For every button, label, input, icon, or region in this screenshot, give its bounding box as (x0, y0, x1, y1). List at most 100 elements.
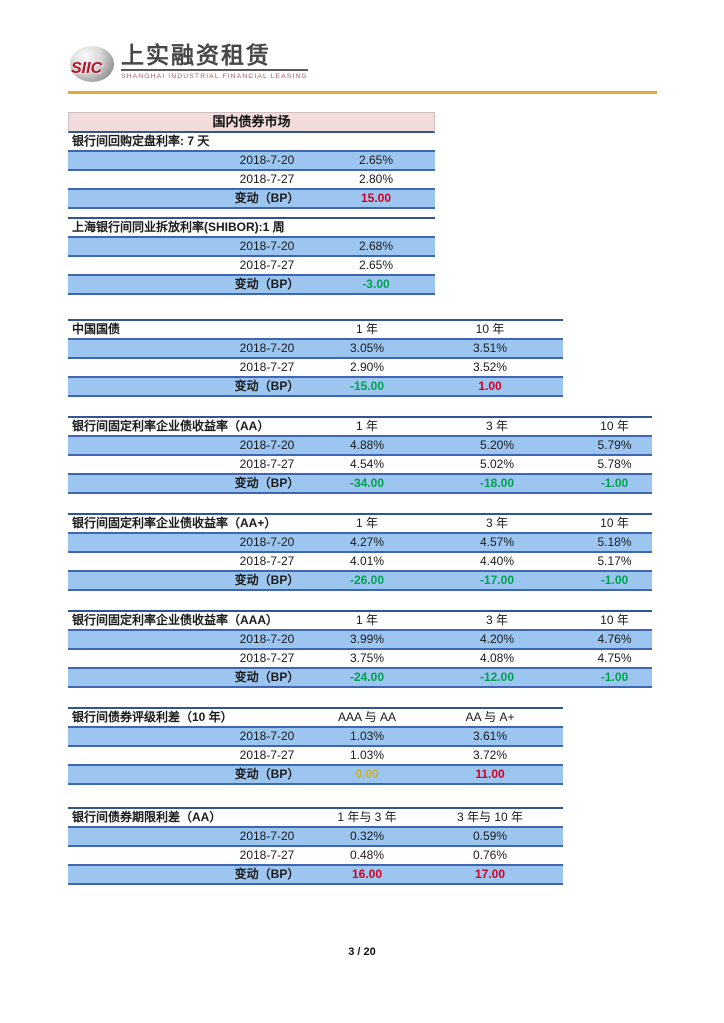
table-interbank-repo-rate: 银行间回购定盘利率: 7 天 2018-7-20 2.65% 2018-7-27 2… (68, 133, 435, 209)
column-header: 1 年 (355, 516, 378, 530)
value-cell: 5.02% (479, 457, 515, 471)
change-label: 变动（BP） (234, 476, 300, 490)
change-label: 变动（BP） (234, 379, 300, 393)
table-label: 银行间回购定盘利率: 7 天 (72, 134, 210, 148)
change-value: -17.00 (479, 573, 515, 587)
table-label: 中国国债 (72, 322, 121, 336)
company-name-en: SHANGHAI INDUSTRIAL FINANCIAL LEASING (121, 73, 308, 81)
table-row: 2018-7-20 0.32% 0.59% (68, 828, 563, 847)
value-cell: 2.65% (358, 258, 394, 272)
change-value: 16.00 (351, 867, 383, 881)
table-label-row: 银行间回购定盘利率: 7 天 (68, 133, 435, 152)
value-cell: 5.20% (479, 438, 515, 452)
value-cell: 5.78% (597, 457, 632, 471)
value-cell: 2.68% (358, 239, 394, 253)
date-cell: 2018-7-27 (239, 258, 295, 272)
column-header: 3 年 (485, 613, 508, 627)
table-header-row: 银行间债券评级利差（10 年） AAA 与 AA AA 与 A+ (68, 709, 563, 728)
change-value: 15.00 (360, 191, 392, 205)
value-cell: 3.05% (349, 341, 385, 355)
date-cell: 2018-7-20 (239, 632, 295, 646)
change-row: 变动（BP） 0.00 11.00 (68, 766, 563, 785)
change-value: 17.00 (474, 867, 506, 881)
column-header: AAA 与 AA (337, 710, 397, 724)
value-cell: 5.18% (597, 535, 632, 549)
table-row: 2018-7-27 1.03% 3.72% (68, 747, 563, 766)
date-cell: 2018-7-27 (239, 457, 295, 471)
table-header-row: 银行间固定利率企业债收益率（AA） 1 年 3 年 10 年 (68, 418, 652, 437)
change-row: 变动（BP） 16.00 17.00 (68, 866, 563, 885)
date-cell: 2018-7-27 (239, 360, 295, 374)
siic-wordmark: SIIC (71, 60, 103, 77)
date-cell: 2018-7-20 (239, 829, 295, 843)
table-label: 银行间债券期限利差（AA） (72, 810, 222, 824)
value-cell: 3.52% (472, 360, 508, 374)
value-cell: 3.75% (349, 651, 385, 665)
column-header: 10 年 (600, 419, 629, 433)
table-row: 2018-7-20 2.68% (68, 238, 435, 257)
table-china-govt-bond: 中国国债 1 年 10 年 2018-7-20 3.05% 3.51% 2018-7-2… (68, 319, 563, 397)
table-rating-spread-10y: 银行间债券评级利差（10 年） AAA 与 AA AA 与 A+ 2018-7-20… (68, 707, 563, 785)
change-label: 变动（BP） (234, 670, 300, 684)
siic-globe-icon: SIIC (70, 46, 114, 82)
change-row: 变动（BP） 15.00 (68, 190, 435, 209)
date-cell: 2018-7-27 (239, 172, 295, 186)
value-cell: 4.75% (597, 651, 632, 665)
change-value: 1.00 (478, 379, 502, 393)
change-label: 变动（BP） (234, 277, 300, 291)
table-term-spread-aa: 银行间债券期限利差（AA） 1 年与 3 年 3 年与 10 年 2018-7-20… (68, 807, 563, 885)
column-header: 3 年与 10 年 (456, 810, 524, 824)
value-cell: 4.20% (479, 632, 515, 646)
company-name-cn: 上实融资租赁 (121, 42, 308, 72)
table-header-row: 银行间固定利率企业债收益率（AAA） 1 年 3 年 10 年 (68, 612, 652, 631)
change-row: 变动（BP） -24.00 -12.00 -1.00 (68, 669, 652, 688)
table-label: 银行间固定利率企业债收益率（AA） (72, 419, 270, 433)
report-body: 国内债券市场 银行间回购定盘利率: 7 天 2018-7-20 2.65% 201… (68, 112, 652, 885)
column-header: 1 年与 3 年 (337, 810, 397, 824)
change-row: 变动（BP） -3.00 (68, 276, 435, 295)
change-row: 变动（BP） -26.00 -17.00 -1.00 (68, 572, 652, 591)
table-corp-bond-yield-aa: 银行间固定利率企业债收益率（AA） 1 年 3 年 10 年 2018-7-20 4.8… (68, 416, 652, 494)
table-row: 2018-7-27 2.80% (68, 171, 435, 190)
date-cell: 2018-7-20 (239, 729, 295, 743)
change-value: -1.00 (600, 476, 629, 490)
value-cell: 4.88% (349, 438, 385, 452)
column-header: AA 与 A+ (465, 710, 515, 724)
change-value: -18.00 (479, 476, 515, 490)
change-label: 变动（BP） (234, 573, 300, 587)
change-value: -34.00 (349, 476, 385, 490)
table-row: 2018-7-27 2.65% (68, 257, 435, 276)
table-label-row: 上海银行间同业拆放利率(SHIBOR):1 周 (68, 219, 435, 238)
table-header-row: 银行间债券期限利差（AA） 1 年与 3 年 3 年与 10 年 (68, 809, 563, 828)
change-value: 0.00 (355, 767, 379, 781)
value-cell: 3.72% (472, 748, 508, 762)
table-row: 2018-7-20 4.88% 5.20% 5.79% (68, 437, 652, 456)
date-cell: 2018-7-20 (239, 535, 295, 549)
date-cell: 2018-7-27 (239, 554, 295, 568)
date-cell: 2018-7-27 (239, 748, 295, 762)
value-cell: 4.01% (349, 554, 385, 568)
table-corp-bond-yield-aaa: 银行间固定利率企业债收益率（AAA） 1 年 3 年 10 年 2018-7-20 3.… (68, 610, 652, 688)
table-row: 2018-7-20 3.99% 4.20% 4.76% (68, 631, 652, 650)
table-label: 银行间固定利率企业债收益率（AA+） (72, 516, 277, 530)
change-label: 变动（BP） (234, 767, 300, 781)
column-header: 3 年 (485, 516, 508, 530)
change-row: 变动（BP） -15.00 1.00 (68, 378, 563, 397)
value-cell: 4.40% (479, 554, 515, 568)
change-row: 变动（BP） -34.00 -18.00 -1.00 (68, 475, 652, 494)
value-cell: 1.03% (349, 729, 385, 743)
table-header-row: 银行间固定利率企业债收益率（AA+） 1 年 3 年 10 年 (68, 515, 652, 534)
column-header: 3 年 (485, 419, 508, 433)
table-row: 2018-7-20 3.05% 3.51% (68, 340, 563, 359)
column-header: 10 年 (475, 322, 505, 336)
value-cell: 2.80% (358, 172, 394, 186)
value-cell: 0.32% (349, 829, 385, 843)
table-label: 银行间债券评级利差（10 年） (72, 710, 233, 724)
table-label: 上海银行间同业拆放利率(SHIBOR):1 周 (72, 220, 285, 234)
change-value: -24.00 (349, 670, 385, 684)
value-cell: 1.03% (349, 748, 385, 762)
value-cell: 2.65% (358, 153, 394, 167)
table-row: 2018-7-20 2.65% (68, 152, 435, 171)
value-cell: 3.61% (472, 729, 508, 743)
